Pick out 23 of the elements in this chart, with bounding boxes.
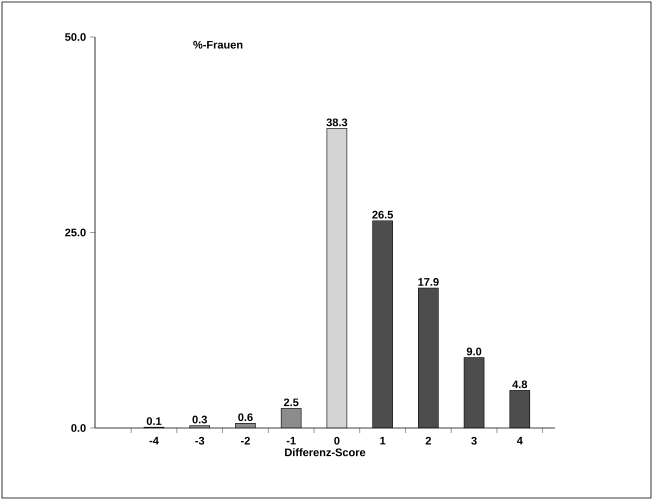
x-tick-label: -3: [195, 436, 204, 445]
x-tick-label: 4: [516, 436, 523, 444]
y-tick-label: 50.0: [65, 33, 86, 41]
data-label: 0.6: [238, 413, 253, 422]
data-label: 2.5: [284, 398, 298, 406]
y-tick-label: 0.0: [71, 424, 86, 432]
y-tick-label: 25.0: [65, 228, 86, 236]
x-tick-label: -2: [240, 436, 250, 445]
data-label: 38.3: [326, 118, 348, 126]
data-label: 4.8: [512, 380, 528, 388]
data-label: 9.0: [466, 348, 482, 356]
data-label: 17.9: [418, 278, 439, 286]
data-label: 0.1: [146, 417, 162, 426]
data-label: 0.3: [192, 416, 207, 424]
x-tick-label: -1: [286, 436, 296, 444]
x-tick-label: 1: [380, 436, 386, 444]
x-tick-label: -4: [150, 436, 159, 444]
x-tick-label: 0: [334, 436, 340, 445]
x-tick-label: 3: [471, 436, 477, 445]
x-tick-label: 2: [426, 436, 431, 445]
data-label: 26.5: [372, 210, 394, 219]
chart-title: %-Frauen: [193, 40, 242, 49]
x-axis-title: Differenz-Score: [285, 448, 366, 456]
